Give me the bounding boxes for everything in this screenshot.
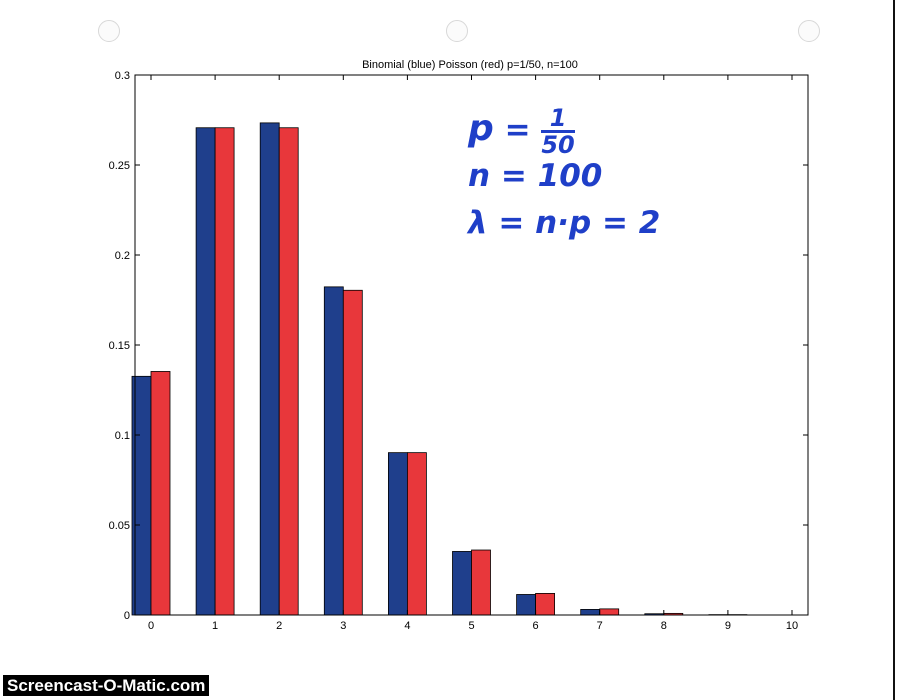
bar-binomial-3 xyxy=(323,286,344,616)
page-edge-line xyxy=(893,0,895,700)
note-lambda: λ = n·p = 2 xyxy=(468,205,661,241)
y-tick-label: 0.05 xyxy=(109,520,130,532)
bar-poisson-5 xyxy=(471,549,491,616)
x-tick-label: 5 xyxy=(468,620,474,632)
x-tick-label: 6 xyxy=(533,620,539,632)
y-tick-label: 0.2 xyxy=(115,250,130,262)
x-axis: 0 1 2 3 4 5 6 7 8 9 10 xyxy=(148,75,798,632)
y-tick-label: 0.15 xyxy=(109,340,130,352)
bar-binomial-7 xyxy=(580,609,601,616)
x-tick-label: 10 xyxy=(786,620,798,632)
bar-binomial-2 xyxy=(259,122,280,616)
note-n: n = 100 xyxy=(468,158,603,194)
bar-poisson-2 xyxy=(278,127,299,616)
bar-poisson-7 xyxy=(599,608,620,616)
punch-hole xyxy=(446,20,468,42)
bar-poisson-6 xyxy=(535,593,555,616)
x-tick-label: 4 xyxy=(404,620,410,632)
y-tick-label: 0.3 xyxy=(115,70,130,82)
x-tick-label: 1 xyxy=(212,620,218,632)
x-tick-label: 8 xyxy=(661,620,667,632)
y-tick-label: 0 xyxy=(124,610,130,622)
bar-poisson-1 xyxy=(214,127,235,616)
bars-group xyxy=(131,122,748,616)
punch-hole xyxy=(98,20,120,42)
y-axis: 0 0.05 0.1 0.15 0.2 0.25 0.3 xyxy=(109,70,808,622)
bar-binomial-5 xyxy=(452,551,472,616)
x-tick-label: 7 xyxy=(597,620,603,632)
bar-binomial-1 xyxy=(195,127,216,616)
note-p: p = 1 50 xyxy=(468,104,575,159)
chart-title: Binomial (blue) Poisson (red) p=1/50, n=… xyxy=(362,59,578,71)
y-tick-label: 0.25 xyxy=(109,160,130,172)
watermark: Screencast-O-Matic.com xyxy=(3,675,210,696)
punch-hole xyxy=(798,20,820,42)
bar-poisson-4 xyxy=(406,452,427,616)
x-tick-label: 3 xyxy=(340,620,346,632)
bar-binomial-4 xyxy=(387,452,408,616)
bar-poisson-0 xyxy=(150,371,171,616)
bar-poisson-3 xyxy=(342,289,363,616)
x-tick-label: 2 xyxy=(276,620,282,632)
x-tick-label: 9 xyxy=(725,620,731,632)
x-tick-label: 0 xyxy=(148,620,154,632)
bar-binomial-6 xyxy=(516,594,536,616)
y-tick-label: 0.1 xyxy=(115,430,130,442)
